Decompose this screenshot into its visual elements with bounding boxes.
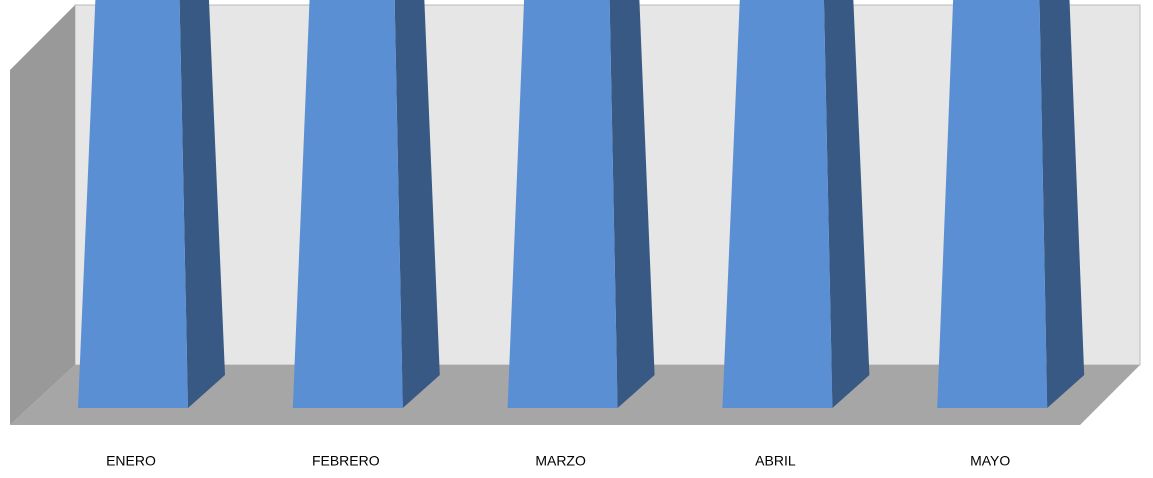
x-tick-label: MARZO (535, 453, 586, 469)
x-tick-label: FEBRERO (312, 453, 380, 469)
pyramid-side (823, 0, 870, 408)
pyramid-segment (937, 0, 1048, 408)
x-tick-label: ENERO (106, 453, 156, 469)
side-wall (10, 5, 75, 425)
pyramid-side (1039, 0, 1085, 408)
pyramid-segment (78, 0, 188, 408)
x-tick-label: MAYO (970, 453, 1010, 469)
pyramid-segment (507, 0, 618, 408)
pyramid-segment (292, 0, 403, 408)
pyramid-side (609, 0, 655, 408)
x-tick-label: ABRIL (755, 453, 796, 469)
pyramid-side (179, 0, 225, 408)
pyramid-side (394, 0, 440, 408)
pyramid-segment (722, 0, 833, 408)
